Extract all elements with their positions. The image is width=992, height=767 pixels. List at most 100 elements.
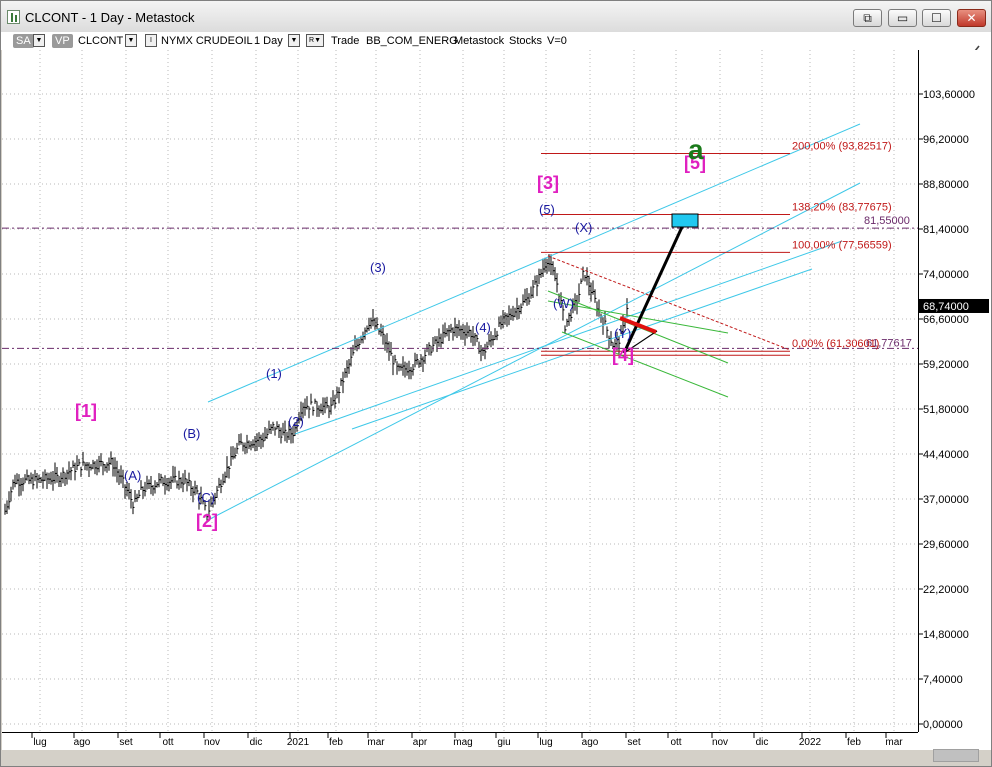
symbol-field[interactable]: CLCONT	[78, 35, 124, 47]
period-dropdown-icon[interactable]: ▼	[288, 34, 300, 47]
wave-label: [5]	[684, 153, 706, 173]
sa-button[interactable]: SA	[13, 34, 34, 48]
trend-channel-line	[351, 268, 813, 430]
date-tick-label: lug	[33, 737, 46, 748]
source-label: BB_COM_ENERG	[366, 35, 458, 47]
chart-app-icon	[7, 10, 20, 24]
axis-corner	[918, 732, 991, 750]
trend-channel-line	[207, 123, 861, 403]
fibonacci-label: 138,20% (83,77675)	[792, 202, 892, 214]
wave-label: (C)	[197, 490, 215, 505]
minimize-button[interactable]: ▭	[888, 9, 917, 27]
wave-label: (A)	[124, 468, 141, 483]
price-tick-label: 37,00000	[923, 494, 969, 506]
date-tick-label: 2021	[287, 737, 310, 748]
price-tick-label: 59,20000	[923, 359, 969, 371]
price-tick-label: 0,00000	[923, 719, 963, 731]
mode-letter: R	[309, 37, 315, 44]
horizontal-scrollbar[interactable]	[1, 750, 991, 766]
correction-channel-line	[547, 300, 729, 334]
exchange-label: NYMX CRUDEOIL	[161, 35, 253, 47]
window-title: CLCONT - 1 Day - Metastock	[25, 10, 195, 25]
price-tick-label: 7,40000	[923, 674, 963, 686]
wave-label: (3)	[370, 260, 386, 275]
date-axis[interactable]: lug ago set ott nov dic 2021 feb mar apr mag giu lug…	[2, 732, 918, 750]
date-tick-label: feb	[847, 737, 861, 748]
invalidation-segment	[619, 316, 657, 334]
date-tick-label: dic	[250, 737, 263, 748]
trend-channel-line	[294, 240, 843, 435]
price-tick-label: 66,60000	[923, 314, 969, 326]
fibonacci-label: 0,00% (61,30601)	[792, 338, 879, 350]
trend-channel-line	[207, 182, 861, 521]
price-bars	[4, 254, 629, 523]
fibonacci-label: 200,00% (93,82517)	[792, 140, 892, 152]
price-axis[interactable]: 103,60000 96,20000 88,80000 81,40000 74,0000…	[918, 50, 991, 732]
date-tick-label: set	[627, 737, 641, 748]
mode-label: Trade	[331, 35, 360, 47]
date-tick-label: 2022	[799, 737, 822, 748]
wave-label: (5)	[539, 202, 555, 217]
date-tick-label: dic	[756, 737, 769, 748]
symbol-dropdown-icon[interactable]: ▼	[125, 34, 137, 47]
price-tick-label: 51,80000	[923, 404, 969, 416]
price-tick-label: 81,40000	[923, 224, 969, 236]
fibonacci-label: 100,00% (77,56559)	[792, 239, 892, 251]
wave-label: (W)	[553, 296, 574, 311]
date-tick-label: mag	[453, 737, 472, 748]
level-label: 81,55000	[864, 215, 910, 227]
date-tick-label: feb	[329, 737, 343, 748]
sa-dropdown-icon[interactable]: ▼	[33, 34, 45, 47]
volume-label: V=0	[547, 35, 567, 47]
wave-label: (1)	[266, 366, 282, 381]
price-tick-label: 44,40000	[923, 449, 969, 461]
date-tick-label: mar	[367, 737, 385, 748]
price-tick-label: 88,80000	[923, 179, 969, 191]
current-price-label: 68,74000	[923, 301, 969, 313]
date-tick-label: nov	[712, 737, 728, 748]
date-axis-canvas: lug ago set ott nov dic 2021 feb mar apr mag giu lug…	[31, 733, 903, 748]
chart-toolbar: SA ▼ VP CLCONT ▼ I NYMX CRUDEOIL 1 Day ▼…	[1, 32, 991, 50]
current-price-marker	[919, 298, 989, 313]
projection-line	[623, 330, 658, 354]
price-tick-label: 74,00000	[923, 269, 969, 281]
date-tick-label: nov	[204, 737, 220, 748]
correction-channel-line	[561, 331, 729, 398]
chart-canvas[interactable]: 81,55000 61,77617 200,00% (93,82517) 138,20…	[2, 50, 918, 732]
wave-label: [4]	[612, 345, 634, 365]
date-tick-label: ago	[74, 737, 91, 748]
date-tick-label: ott	[670, 737, 681, 748]
wave-label: [1]	[75, 401, 97, 421]
close-button[interactable]: ✕	[957, 9, 986, 27]
price-axis-canvas: 103,60000 96,20000 88,80000 81,40000 74,0000…	[919, 89, 989, 731]
level-label: 61,77617	[866, 337, 912, 349]
wave-label: (Y)	[614, 326, 631, 341]
date-tick-label: ago	[582, 737, 599, 748]
vp-button[interactable]: VP	[52, 34, 73, 48]
price-tick-label: 22,20000	[923, 584, 969, 596]
period-field[interactable]: 1 Day	[254, 35, 283, 47]
wave-label: (B)	[183, 426, 200, 441]
scrollbar-thumb[interactable]	[933, 749, 979, 762]
info-icon[interactable]: I	[145, 34, 157, 47]
wave-label: (2)	[288, 414, 304, 429]
target-zone-box	[671, 213, 699, 228]
price-tick-label: 103,60000	[923, 89, 975, 101]
price-chart[interactable]: 81,55000 61,77617 200,00% (93,82517) 138,20…	[2, 50, 918, 732]
maximize-button[interactable]: ☐	[922, 9, 951, 27]
mode-button[interactable]: R▼	[306, 34, 324, 47]
price-tick-label: 14,80000	[923, 629, 969, 641]
chart-restore-icon[interactable]: ⧉	[853, 9, 882, 27]
date-tick-label: set	[119, 737, 133, 748]
wave-label: (4)	[475, 320, 491, 335]
category-label: Stocks	[509, 35, 543, 47]
date-tick-label: giu	[497, 737, 510, 748]
wave-label: [3]	[537, 173, 559, 193]
projection-arrow	[622, 213, 690, 354]
title-bar[interactable]: CLCONT - 1 Day - Metastock ⧉ ▭ ☐ ✕	[1, 1, 991, 33]
date-tick-label: apr	[413, 737, 428, 748]
resistance-line	[547, 255, 791, 351]
date-tick-label: mar	[885, 737, 903, 748]
provider-label: Metastock	[454, 35, 505, 47]
